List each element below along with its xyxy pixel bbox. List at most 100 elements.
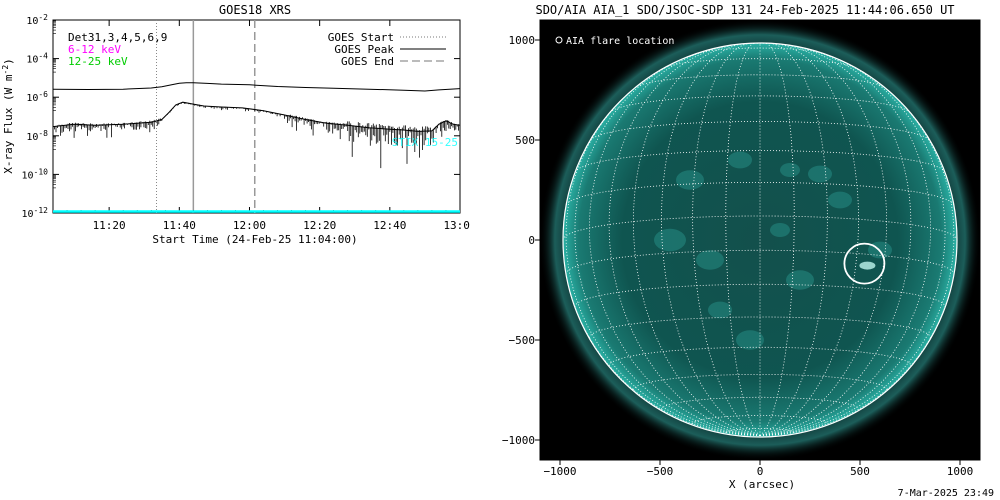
aia-y-tick-label: 0 [528, 234, 535, 247]
goes-y-tick-label: 10-8 [26, 129, 48, 143]
aia-grid-longitude [759, 44, 888, 436]
goes-xrs-chart: GOES18 XRS X-ray Flux (W m-2) 10-210-410… [1, 3, 471, 246]
goes-y-tick-label: 10-10 [22, 167, 49, 181]
aia-grid-latitude [574, 283, 946, 307]
goes-series-noise [52, 102, 460, 169]
goes-ylabel-sup: -2 [1, 65, 10, 75]
goes-y-tick-sup: -6 [38, 90, 48, 99]
aia-grid-longitude [565, 79, 761, 436]
aia-grid-longitude [632, 44, 761, 436]
aia-solar-image: SDO/AIA AIA_1 SDO/JSOC-SDP 131 24-Feb-20… [502, 3, 981, 491]
aia-bright-region [676, 170, 704, 190]
goes-y-tick-label: 10-6 [26, 90, 48, 104]
aia-x-tick-label: 0 [757, 465, 764, 478]
goes-inline-series-label: STIX 15-25 [392, 136, 458, 149]
aia-bright-region [696, 250, 724, 270]
aia-y-tick-label: −1000 [502, 434, 535, 447]
goes-y-axis-label: X-ray Flux (W m-2) [1, 58, 15, 174]
goes-x-tick-label: 12:20 [303, 219, 336, 232]
aia-x-tick-label: −500 [647, 465, 674, 478]
goes-legend-right-item: GOES Start [328, 31, 394, 44]
aia-bright-region [736, 330, 764, 350]
aia-flare-kernel [859, 261, 876, 270]
aia-grid-longitude [759, 239, 957, 436]
goes-y-tick-label: 10-12 [22, 206, 49, 220]
goes-legend-left-item: 6-12 keV [68, 43, 121, 56]
goes-title: GOES18 XRS [219, 3, 291, 17]
aia-grid-latitude [589, 316, 931, 338]
aia-grid-longitude [692, 43, 761, 436]
aia-heliographic-grid [563, 43, 957, 436]
aia-y-tick-label: −500 [509, 334, 536, 347]
aia-legend-label: AIA flare location [566, 36, 674, 47]
goes-y-tick-label: 10-2 [26, 13, 48, 27]
goes-x-axis-label: Start Time (24-Feb-25 11:04:00) [152, 233, 357, 246]
goes-x-tick-label: 12:40 [373, 219, 406, 232]
aia-x-tick-label: −1000 [543, 465, 576, 478]
aia-bright-region [770, 223, 790, 237]
goes-legend-right-item: GOES Peak [334, 43, 394, 56]
footer-timestamp: 7-Mar-2025 23:49 [897, 488, 994, 499]
aia-grid-longitude [759, 47, 932, 436]
goes-y-tick-sup: -4 [38, 52, 48, 61]
aia-grid-longitude [608, 45, 761, 436]
goes-y-tick-sup: -8 [38, 129, 48, 138]
aia-image-layer: AIA flare location [540, 20, 980, 460]
aia-grid-latitude [633, 373, 887, 390]
aia-grid-longitude [588, 47, 761, 436]
goes-y-tick-sup: -12 [34, 206, 49, 215]
goes-legend-left-item: Det31,3,4,5,6,9 [68, 31, 167, 44]
aia-grid-longitude [759, 79, 955, 436]
aia-flare-location-circle [843, 242, 886, 285]
aia-bright-region [786, 270, 814, 290]
goes-y-tick-base: 10 [26, 132, 38, 143]
aia-grid-longitude [574, 54, 761, 436]
aia-grid-latitude [608, 346, 912, 366]
aia-grid-latitude [565, 249, 955, 275]
goes-x-tick-label: 13:00 [443, 219, 470, 232]
aia-grid-longitude [759, 43, 828, 436]
aia-plot-area: AIA flare location −1000 −500 0 500 1000 −1000… [502, 19, 981, 478]
aia-x-tick-label: 500 [850, 465, 870, 478]
aia-bright-region [708, 301, 732, 319]
goes-x-tick-label: 12:00 [233, 219, 266, 232]
goes-y-tick-sup: -2 [38, 13, 48, 22]
goes-ylabel-main: X-ray Flux (W m [2, 74, 15, 174]
aia-x-axis-label: X (arcsec) [729, 478, 795, 491]
aia-y-tick-label: 1000 [509, 34, 536, 47]
goes-x-tick-label: 11:20 [93, 219, 126, 232]
aia-bright-region [828, 191, 852, 209]
goes-plot-frame [52, 19, 461, 214]
goes-y-tick-label: 10-4 [26, 52, 48, 66]
goes-y-tick-base: 10 [22, 170, 34, 181]
goes-legend-right-item: GOES End [341, 55, 394, 68]
aia-active-regions [654, 151, 892, 350]
goes-legend-left-item: 12-25 keV [68, 55, 128, 68]
aia-bright-region [780, 163, 800, 177]
aia-legend-marker [555, 36, 563, 44]
goes-y-tick-base: 10 [26, 16, 38, 27]
aia-grid-longitude [759, 43, 795, 436]
aia-bright-region [654, 228, 686, 252]
aia-y-tick-label: 500 [515, 134, 535, 147]
aia-x-tick-label: 1000 [947, 465, 974, 478]
aia-grid-latitude [574, 150, 946, 173]
aia-bright-region [808, 165, 832, 183]
goes-y-tick-base: 10 [22, 209, 34, 220]
goes-series-line-1 [52, 82, 461, 92]
aia-grid-longitude [759, 45, 912, 436]
goes-x-tick-label: 11:40 [163, 219, 196, 232]
goes-y-tick-base: 10 [26, 55, 38, 66]
aia-bright-region [728, 151, 752, 169]
aia-grid-longitude [759, 54, 946, 436]
aia-limb [562, 42, 958, 438]
aia-grid-latitude [590, 120, 930, 141]
aia-grid-longitude [725, 43, 761, 436]
goes-y-tick-base: 10 [26, 93, 38, 104]
svg-text:X-ray Flux (W m-2): X-ray Flux (W m-2) [1, 58, 15, 174]
aia-title: SDO/AIA AIA_1 SDO/JSOC-SDP 131 24-Feb-20… [535, 3, 954, 17]
goes-ylabel-close: ) [2, 58, 15, 65]
aia-grid-latitude [661, 396, 859, 410]
goes-y-tick-sup: -10 [34, 167, 49, 176]
